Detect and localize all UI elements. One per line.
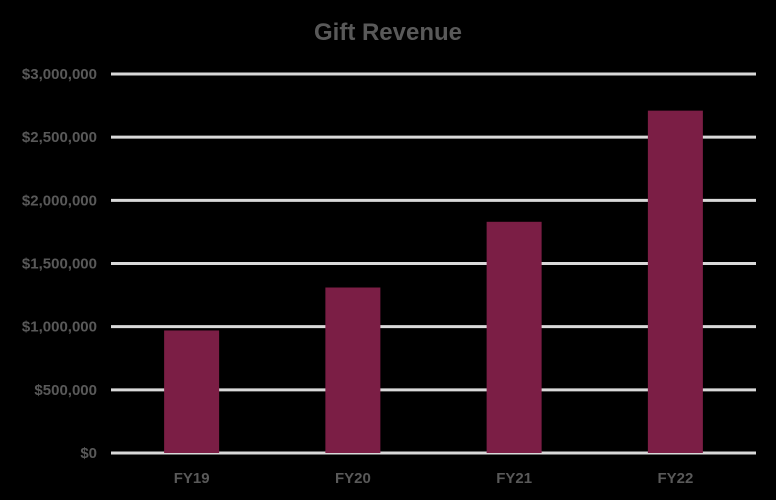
bar-fy20 (325, 287, 381, 453)
chart-title: Gift Revenue (314, 19, 462, 46)
bar-fy21 (486, 221, 542, 453)
y-tick-label: $1,000,000 (22, 319, 97, 336)
x-category-label: FY21 (496, 470, 532, 487)
x-axis-category-labels: FY19 FY20 FY21 FY22 (174, 470, 694, 487)
y-tick-label: $3,000,000 (22, 66, 97, 83)
bars (164, 110, 703, 454)
x-category-label: FY19 (174, 470, 210, 487)
bar-fy22 (647, 110, 703, 454)
x-category-label: FY22 (657, 470, 693, 487)
y-axis-tick-labels: $0 $500,000 $1,000,000 $1,500,000 $2,000,000… (22, 66, 97, 462)
y-tick-label: $2,500,000 (22, 129, 97, 146)
y-tick-label: $2,000,000 (22, 192, 97, 209)
bar-fy19 (164, 330, 220, 453)
y-tick-label: $0 (80, 445, 97, 462)
y-tick-label: $500,000 (34, 382, 97, 399)
x-category-label: FY20 (335, 470, 371, 487)
y-tick-label: $1,500,000 (22, 256, 97, 273)
